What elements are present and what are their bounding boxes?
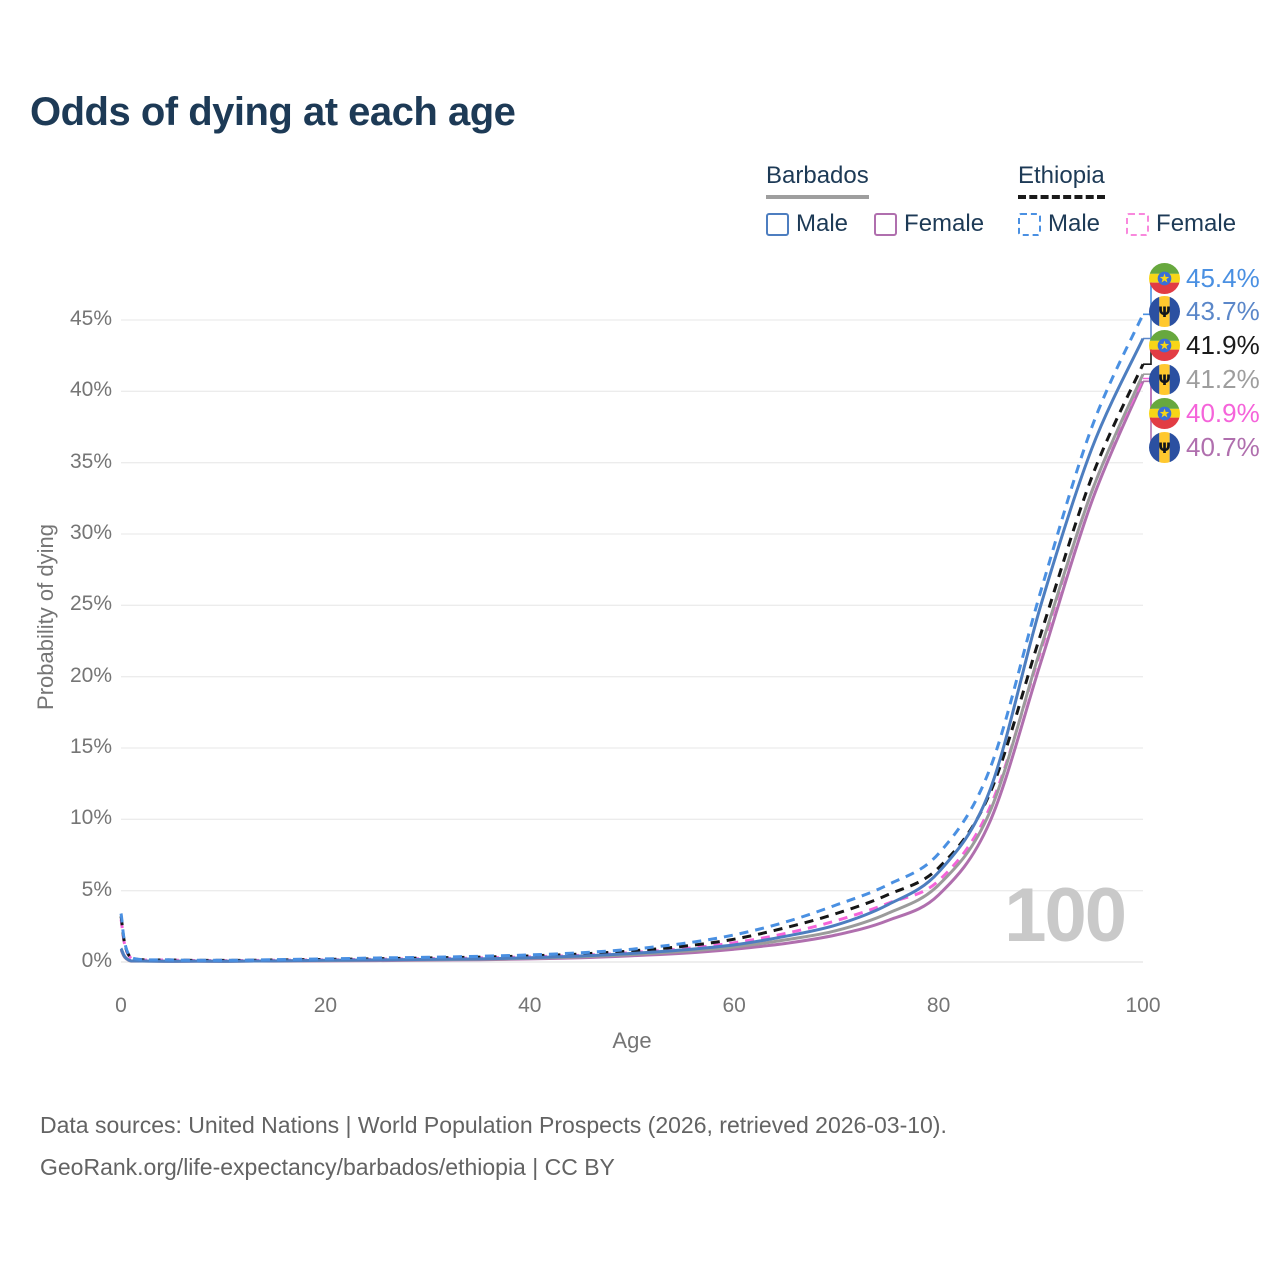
barbados-flag-icon: Ψ [1149, 363, 1180, 395]
end-label-barbados-male: Ψ 43.7% [1149, 296, 1260, 328]
x-tick-label: 20 [313, 994, 338, 1017]
y-tick-label: 10% [69, 806, 112, 830]
legend-item-label: Male [796, 210, 849, 237]
y-tick-label: 30% [69, 521, 112, 544]
legend-group-ethiopia: Ethiopia Male Female [1018, 162, 1236, 238]
y-tick-label: 45% [69, 307, 112, 330]
legend-group-barbados: Barbados Male Female [766, 162, 984, 238]
series-line-barbados-male[interactable] [119, 337, 1145, 963]
end-label-barbados-both: Ψ 41.2% [1149, 363, 1260, 395]
svg-text:Ψ: Ψ [1158, 441, 1170, 457]
ethiopia-flag-icon [1149, 397, 1180, 429]
x-axis-title: Age [612, 1028, 652, 1053]
y-tick-label: 5% [81, 877, 112, 901]
series-line-ethiopia-both[interactable] [119, 363, 1145, 962]
legend-country-barbados[interactable]: Barbados [766, 162, 869, 199]
ethiopia-male-swatch-icon [1018, 212, 1041, 236]
end-label-value: 41.2% [1186, 363, 1260, 394]
y-tick-label: 15% [69, 735, 112, 758]
ethiopia-female-swatch-icon [1126, 212, 1150, 236]
ethiopia-flag-icon [1149, 330, 1180, 362]
barbados-flag-icon: Ψ [1149, 431, 1180, 463]
x-tick-label: 60 [722, 994, 746, 1017]
end-label-ethiopia-male: 45.4% [1149, 262, 1260, 294]
x-tick-label: 100 [1125, 994, 1161, 1017]
y-tick-label: 0% [81, 949, 112, 972]
end-label-value: 45.4% [1186, 262, 1260, 293]
y-tick-label: 25% [69, 592, 112, 616]
end-label-value: 40.7% [1186, 431, 1260, 462]
legend-item-label: Female [1156, 210, 1237, 237]
legend-item-label: Female [904, 210, 985, 237]
x-tick-label: 80 [926, 994, 951, 1017]
series-line-ethiopia-male[interactable] [119, 313, 1145, 962]
x-tick-label: 0 [115, 994, 127, 1017]
barbados-male-swatch-icon [766, 212, 789, 236]
y-tick-label: 40% [69, 378, 112, 402]
page-title: Odds of dying at each age [30, 90, 516, 134]
svg-text:Ψ: Ψ [1158, 373, 1170, 389]
legend-country-ethiopia[interactable]: Ethiopia [1018, 162, 1105, 199]
barbados-female-swatch-icon [874, 212, 898, 236]
legend-item-label: Male [1048, 210, 1101, 237]
legend-item-ethiopia-female[interactable]: Female [1126, 210, 1236, 238]
end-label-value: 40.9% [1186, 397, 1260, 428]
end-label-barbados-female: Ψ 40.7% [1149, 431, 1260, 463]
y-tick-label: 35% [69, 449, 112, 473]
legend-item-barbados-male[interactable]: Male [766, 210, 848, 238]
svg-text:Ψ: Ψ [1158, 305, 1170, 321]
legend-item-barbados-female[interactable]: Female [874, 210, 984, 238]
x-tick-label: 40 [518, 994, 542, 1017]
end-label-value: 43.7% [1186, 296, 1260, 327]
footer-attribution-line: GeoRank.org/life-expectancy/barbados/eth… [40, 1154, 615, 1180]
footer: Data sources: United Nations | World Pop… [40, 1104, 947, 1188]
end-label-ethiopia-both: 41.9% [1149, 330, 1260, 362]
end-label-ethiopia-female: 40.9% [1149, 397, 1260, 429]
end-label-value: 41.9% [1186, 330, 1260, 361]
ethiopia-flag-icon [1149, 262, 1180, 294]
footer-datasource-line: Data sources: United Nations | World Pop… [40, 1112, 947, 1138]
age-counter-watermark: 100 [1004, 873, 1127, 958]
barbados-flag-icon: Ψ [1149, 296, 1180, 328]
legend-item-ethiopia-male[interactable]: Male [1018, 210, 1100, 238]
y-tick-label: 20% [69, 663, 112, 687]
